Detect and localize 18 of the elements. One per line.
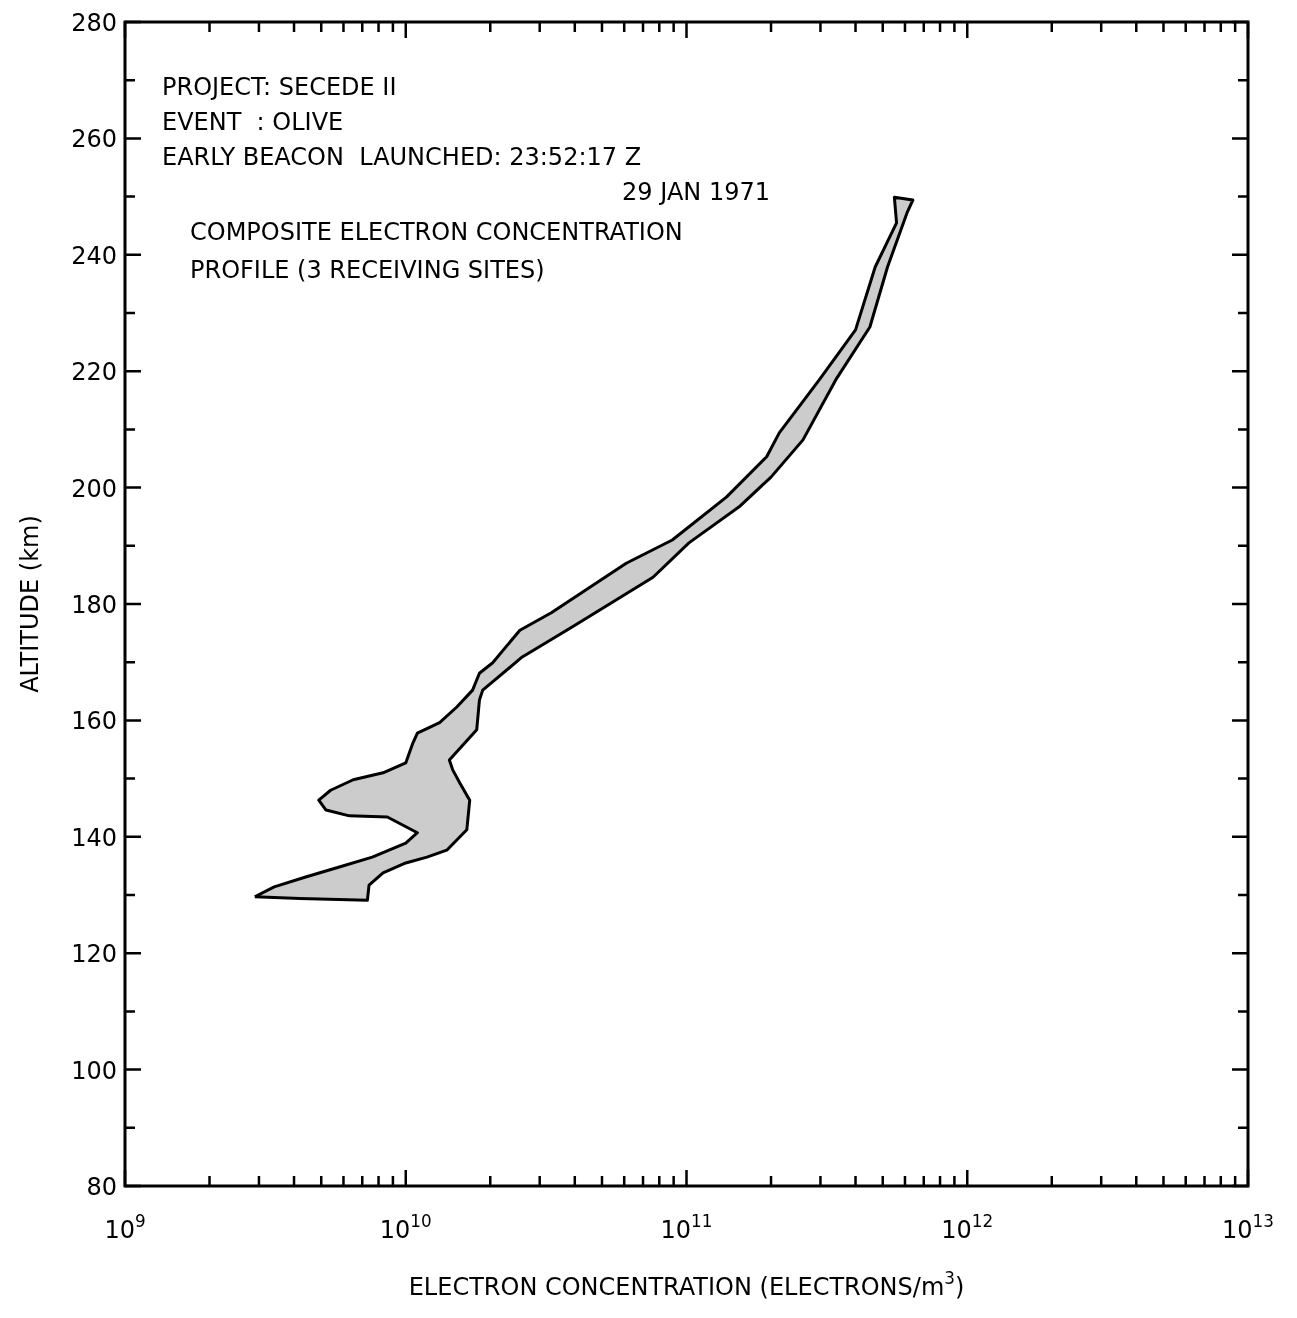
y-tick-label: 160: [71, 707, 117, 736]
y-axis-title: ALTITUDE (km): [16, 515, 44, 693]
y-tick-label: 80: [86, 1173, 118, 1201]
annotation: 29 JAN 1971: [622, 178, 770, 206]
y-tick-label: 280: [71, 9, 117, 37]
annotation: PROFILE (3 RECEIVING SITES): [190, 256, 545, 284]
y-tick-label: 100: [71, 1056, 117, 1085]
annotation: PROJECT: SECEDE II: [162, 73, 397, 101]
y-tick-label: 120: [71, 940, 117, 969]
annotation: EARLY BEACON LAUNCHED: 23:52:17 Z: [162, 143, 642, 171]
annotation: EVENT : OLIVE: [162, 108, 344, 136]
y-tick-label: 180: [71, 591, 117, 619]
y-tick-label: 220: [71, 358, 117, 387]
annotation: COMPOSITE ELECTRON CONCENTRATION: [190, 218, 683, 246]
y-tick-label: 140: [71, 823, 117, 852]
y-tick-label: 260: [71, 125, 117, 154]
y-tick-label: 240: [71, 241, 117, 270]
y-tick-label: 200: [71, 474, 117, 503]
